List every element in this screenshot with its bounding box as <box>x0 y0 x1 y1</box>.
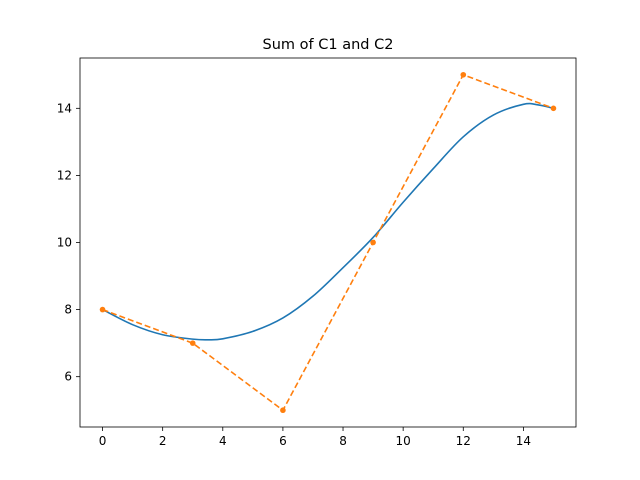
series-control-polygon-line <box>102 73 554 412</box>
x-tick-label: 4 <box>219 434 227 448</box>
control-point-marker <box>460 71 467 78</box>
x-tick-label: 0 <box>99 434 107 448</box>
x-tick-label: 12 <box>456 434 471 448</box>
x-tick-label: 10 <box>396 434 411 448</box>
y-tick-label: 8 <box>64 303 72 317</box>
y-tick-label: 6 <box>64 370 72 384</box>
y-tick-label: 10 <box>57 236 72 250</box>
control-point-marker <box>280 407 286 414</box>
control-point-marker <box>189 340 196 346</box>
x-tick-label: 14 <box>516 434 531 448</box>
axes-frame <box>79 57 577 428</box>
x-tick-label: 8 <box>339 434 347 448</box>
control-point-marker <box>99 306 106 313</box>
chart-title: Sum of C1 and C2 <box>263 37 394 53</box>
x-tick-label: 2 <box>159 434 167 448</box>
axes: 0 2 4 6 8 10 12 14 6 8 10 12 14 <box>57 57 577 448</box>
y-tick-label: 14 <box>57 101 72 115</box>
plot-area <box>99 71 557 414</box>
series-curve-line <box>102 102 554 341</box>
x-tick-label: 6 <box>279 434 287 448</box>
control-point-marker <box>370 239 376 246</box>
control-point-marker <box>550 105 557 112</box>
y-tick-label: 12 <box>57 168 72 182</box>
